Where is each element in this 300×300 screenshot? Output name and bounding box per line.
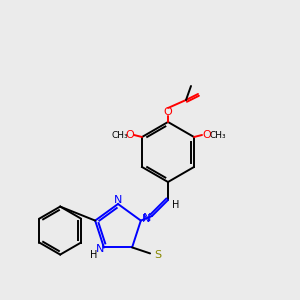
Text: N: N (96, 244, 104, 254)
Text: O: O (164, 107, 172, 117)
Text: N: N (114, 195, 122, 205)
Text: CH₃: CH₃ (210, 130, 226, 140)
Text: H: H (90, 250, 98, 260)
Text: O: O (126, 130, 134, 140)
Text: N: N (143, 213, 151, 223)
Text: S: S (154, 250, 162, 260)
Text: N: N (142, 214, 150, 224)
Text: CH₃: CH₃ (112, 130, 128, 140)
Text: H: H (172, 200, 180, 210)
Text: O: O (202, 130, 211, 140)
